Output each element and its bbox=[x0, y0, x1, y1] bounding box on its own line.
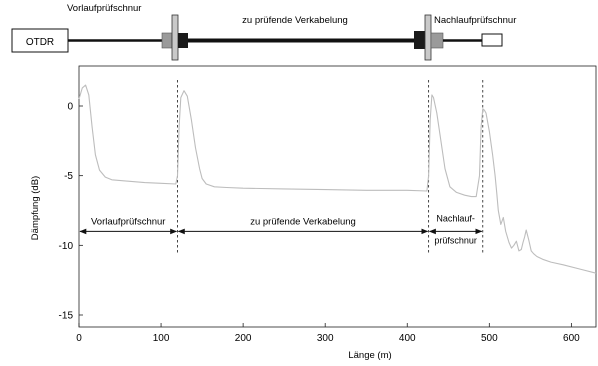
section-annotations: Vorlaufprüfschnur zu prüfende Verkabelung… bbox=[79, 213, 483, 245]
x-tick-label: 500 bbox=[481, 333, 498, 344]
otdr-label: OTDR bbox=[26, 37, 54, 48]
section-span-label: Vorlaufprüfschnur bbox=[91, 216, 165, 227]
launch-connector-boot bbox=[161, 32, 173, 49]
x-tick-label: 200 bbox=[235, 333, 252, 344]
x-tick-label: 600 bbox=[563, 333, 580, 344]
x-tick-label: 300 bbox=[317, 333, 334, 344]
tail-adapter bbox=[424, 14, 432, 61]
section-span-label: prüfschnur bbox=[434, 235, 477, 245]
y-tick-label: -5 bbox=[64, 171, 73, 182]
tail-cord-label: Nachlaufprüfschnur bbox=[434, 15, 516, 26]
cabling-label: zu prüfende Verkabelung bbox=[242, 15, 348, 26]
launch-adapter bbox=[171, 14, 179, 61]
cabling-connector-end bbox=[414, 31, 425, 49]
tail-connector-boot bbox=[430, 32, 444, 49]
y-tick-label: -10 bbox=[59, 241, 74, 252]
x-tick-label: 400 bbox=[399, 333, 416, 344]
section-span-label: Nachlauf- bbox=[436, 213, 475, 223]
y-tick-label: 0 bbox=[67, 102, 73, 113]
x-tick-label: 0 bbox=[76, 333, 82, 344]
axis-ticks bbox=[78, 105, 572, 327]
axis-tick-labels: 0 100 200 300 400 500 600 0 -5 -10 -15 bbox=[59, 102, 581, 345]
plot-area bbox=[78, 65, 597, 328]
launch-cord-label: Vorlaufprüfschnur bbox=[67, 3, 141, 14]
y-tick-label: -15 bbox=[59, 311, 74, 322]
otdr-trace-line bbox=[78, 84, 597, 274]
tail-cord-end bbox=[481, 33, 503, 47]
trace-series bbox=[78, 84, 597, 274]
cabling-connector-start bbox=[178, 33, 188, 48]
y-axis-label: Dämpfung (dB) bbox=[30, 176, 41, 240]
x-tick-label: 100 bbox=[153, 333, 170, 344]
x-axis-label: Länge (m) bbox=[348, 350, 391, 361]
setup-schematic: OTDR Vorlaufprüfschnur zu prüfende Verka… bbox=[11, 3, 516, 61]
section-span-label: zu prüfende Verkabelung bbox=[250, 216, 356, 227]
